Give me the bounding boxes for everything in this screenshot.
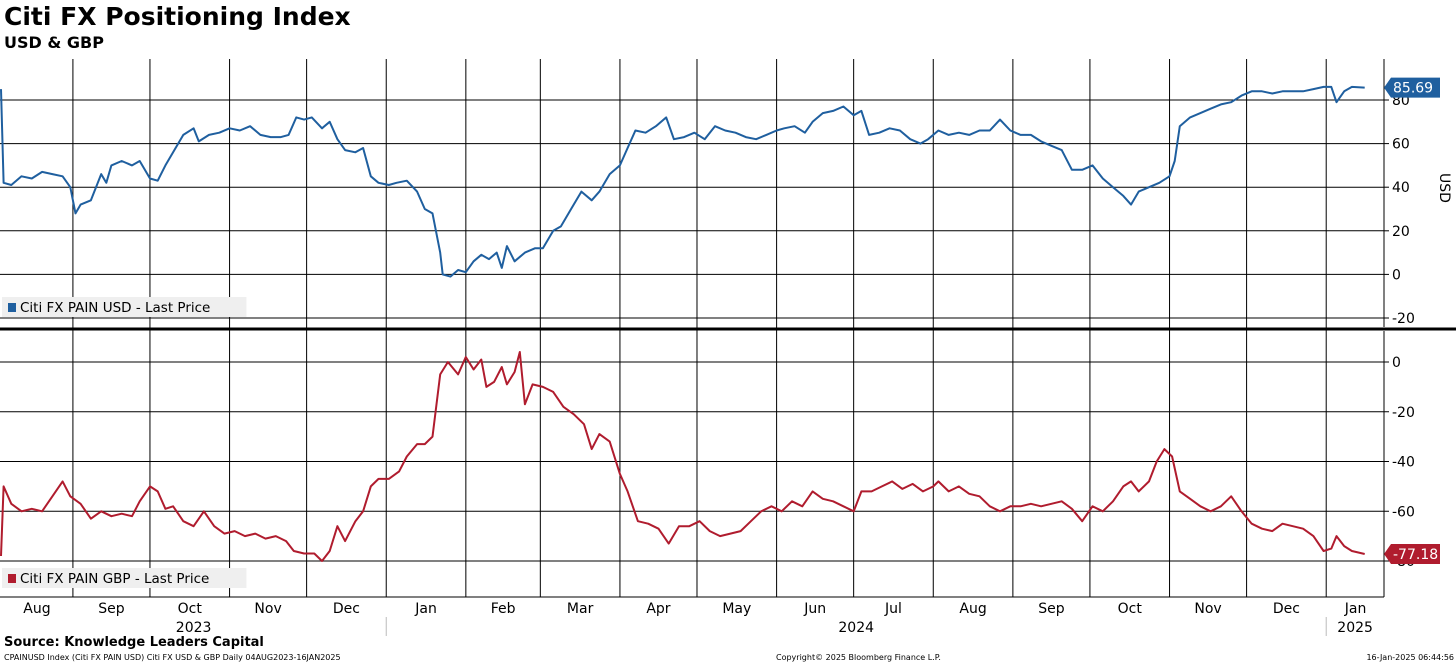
x-tick-label: Sep <box>98 601 125 617</box>
x-tick-label: Aug <box>959 601 986 617</box>
x-tick-label: Jan <box>1344 601 1367 617</box>
y-tick-label: -20 <box>1392 311 1415 327</box>
x-tick-label: May <box>722 601 751 617</box>
x-tick-label: Nov <box>1194 601 1221 617</box>
year-label: 2023 <box>176 620 212 636</box>
y-tick-label: 0 <box>1392 267 1401 283</box>
x-tick-label: Dec <box>333 601 360 617</box>
x-tick-label: Oct <box>178 601 203 617</box>
last-value-label: -77.18 <box>1393 547 1438 563</box>
last-value-tag <box>1384 543 1440 564</box>
y-tick-label: -20 <box>1392 405 1415 421</box>
x-tick-label: Nov <box>254 601 281 617</box>
last-value-tag <box>1384 77 1440 98</box>
x-tick-label: Dec <box>1273 601 1300 617</box>
x-tick-label: Feb <box>491 601 516 617</box>
timestamp-note: 16-Jan-2025 06:44:56 <box>1366 653 1454 662</box>
series-line <box>0 85 1365 278</box>
legend-label: Citi FX PAIN USD - Last Price <box>20 300 210 316</box>
source-note: Source: Knowledge Leaders Capital <box>4 635 264 650</box>
chart-subtitle: USD & GBP <box>4 33 104 52</box>
legend-label: Citi FX PAIN GBP - Last Price <box>20 571 209 587</box>
y-tick-label: 0 <box>1392 355 1401 371</box>
legend-swatch <box>8 574 16 583</box>
chart-title: Citi FX Positioning Index <box>4 2 351 31</box>
legend-swatch <box>8 303 16 312</box>
last-value-label: 85.69 <box>1393 81 1433 97</box>
y-tick-label: 20 <box>1392 224 1410 240</box>
x-tick-label: Aug <box>23 601 50 617</box>
y-tick-label: 40 <box>1392 180 1410 196</box>
x-tick-label: Apr <box>646 601 670 617</box>
x-tick-label: Jun <box>803 601 826 617</box>
y-tick-label: -60 <box>1392 504 1415 520</box>
copyright-note: Copyright© 2025 Bloomberg Finance L.P. <box>776 653 941 662</box>
series-line <box>0 351 1365 562</box>
x-tick-label: Sep <box>1038 601 1065 617</box>
legend-layer: Citi FX PAIN USD - Last Price Citi FX PAI… <box>2 297 247 588</box>
x-tick-label: Mar <box>567 601 594 617</box>
x-tick-label: Jul <box>884 601 902 617</box>
axis-layer: -2002040608085.69USD0-20-40-60-80-77.18A… <box>0 59 1456 636</box>
x-tick-label: Jan <box>414 601 437 617</box>
y-axis-title: USD <box>1436 173 1452 203</box>
index-note: CPAINUSD Index (Citi FX PAIN USD) Citi F… <box>4 653 341 662</box>
legend-box <box>2 568 247 588</box>
series-layer <box>0 85 1365 562</box>
y-tick-label: 60 <box>1392 137 1410 153</box>
year-label: 2025 <box>1337 620 1373 636</box>
year-label: 2024 <box>838 620 874 636</box>
x-tick-label: Oct <box>1118 601 1143 617</box>
legend-box <box>2 297 247 317</box>
y-tick-label: -40 <box>1392 455 1415 471</box>
